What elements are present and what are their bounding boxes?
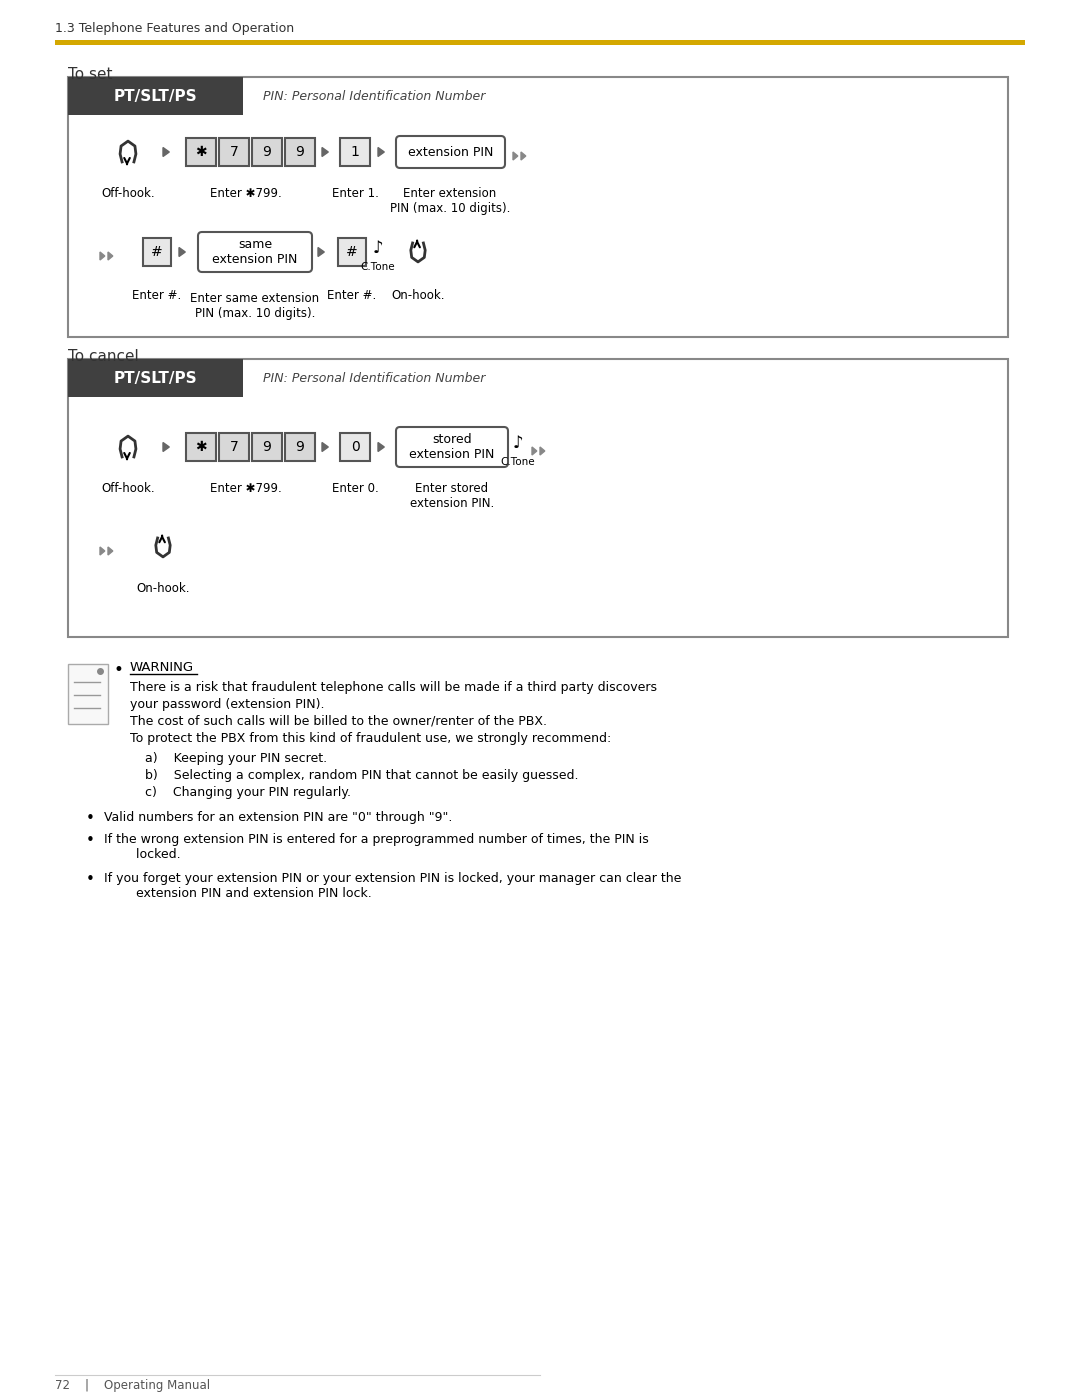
Text: Enter stored
extension PIN.: Enter stored extension PIN. — [410, 482, 495, 510]
Text: 9: 9 — [296, 440, 305, 454]
Text: 1: 1 — [351, 145, 360, 159]
Text: extension PIN: extension PIN — [408, 145, 494, 158]
Text: 0: 0 — [351, 440, 360, 454]
Text: Enter ✱799.: Enter ✱799. — [211, 482, 282, 495]
Text: #: # — [151, 244, 163, 258]
Text: ♪: ♪ — [513, 434, 524, 453]
Text: The cost of such calls will be billed to the owner/renter of the PBX.: The cost of such calls will be billed to… — [130, 715, 546, 728]
Bar — [338, 237, 366, 265]
Text: c)    Changing your PIN regularly.: c) Changing your PIN regularly. — [145, 787, 351, 799]
FancyBboxPatch shape — [198, 232, 312, 272]
Text: Enter same extension
PIN (max. 10 digits).: Enter same extension PIN (max. 10 digits… — [190, 292, 320, 320]
FancyBboxPatch shape — [396, 427, 508, 467]
Bar — [68, 359, 243, 397]
Text: •: • — [85, 833, 94, 848]
Polygon shape — [513, 152, 517, 161]
Polygon shape — [521, 152, 526, 161]
Bar — [285, 433, 315, 461]
Text: If the wrong extension PIN is entered for a preprogrammed number of times, the P: If the wrong extension PIN is entered fo… — [104, 833, 649, 861]
Bar — [68, 359, 1008, 637]
Text: Enter #.: Enter #. — [327, 289, 377, 302]
Text: C.Tone: C.Tone — [501, 457, 536, 467]
Text: PIN: Personal Identification Number: PIN: Personal Identification Number — [264, 89, 485, 102]
Bar — [55, 41, 1025, 45]
Text: If you forget your extension PIN or your extension PIN is locked, your manager c: If you forget your extension PIN or your… — [104, 872, 681, 900]
Text: 1.3 Telephone Features and Operation: 1.3 Telephone Features and Operation — [55, 22, 294, 35]
Bar — [68, 664, 108, 724]
Polygon shape — [318, 247, 324, 257]
Text: •: • — [113, 661, 123, 679]
Polygon shape — [378, 148, 384, 156]
Text: On-hook.: On-hook. — [136, 583, 190, 595]
Text: PIN: Personal Identification Number: PIN: Personal Identification Number — [264, 372, 485, 384]
Text: There is a risk that fraudulent telephone calls will be made if a third party di: There is a risk that fraudulent telephon… — [130, 680, 657, 694]
Bar — [219, 138, 249, 166]
Text: 9: 9 — [262, 440, 271, 454]
Text: #: # — [346, 244, 357, 258]
Bar — [219, 433, 249, 461]
Bar — [186, 138, 216, 166]
Text: Valid numbers for an extension PIN are "0" through "9".: Valid numbers for an extension PIN are "… — [104, 812, 453, 824]
Text: 72    |    Operating Manual: 72 | Operating Manual — [55, 1379, 211, 1391]
Text: stored
extension PIN: stored extension PIN — [409, 433, 495, 461]
Text: To protect the PBX from this kind of fraudulent use, we strongly recommend:: To protect the PBX from this kind of fra… — [130, 732, 611, 745]
Bar — [68, 77, 243, 115]
Polygon shape — [378, 443, 384, 451]
Text: •: • — [85, 872, 94, 887]
Text: On-hook.: On-hook. — [391, 289, 445, 302]
Bar — [252, 433, 282, 461]
Bar — [285, 138, 315, 166]
Text: PT/SLT/PS: PT/SLT/PS — [113, 88, 197, 103]
Bar — [143, 237, 171, 265]
Text: Enter #.: Enter #. — [133, 289, 181, 302]
Bar — [68, 77, 1008, 337]
Text: Off-hook.: Off-hook. — [102, 187, 154, 200]
Text: PT/SLT/PS: PT/SLT/PS — [113, 370, 197, 386]
Bar — [340, 433, 370, 461]
Bar — [252, 138, 282, 166]
Bar — [186, 433, 216, 461]
Text: ✱: ✱ — [195, 440, 206, 454]
Text: a)    Keeping your PIN secret.: a) Keeping your PIN secret. — [145, 752, 327, 766]
Text: ♪: ♪ — [373, 239, 383, 257]
Text: same
extension PIN: same extension PIN — [213, 237, 298, 265]
Text: To set: To set — [68, 67, 112, 82]
Text: 7: 7 — [230, 440, 239, 454]
Text: b)    Selecting a complex, random PIN that cannot be easily guessed.: b) Selecting a complex, random PIN that … — [145, 768, 579, 782]
Text: 7: 7 — [230, 145, 239, 159]
Polygon shape — [108, 548, 112, 555]
Text: •: • — [85, 812, 94, 826]
Text: 9: 9 — [262, 145, 271, 159]
Text: Enter 1.: Enter 1. — [332, 187, 378, 200]
Text: Enter 0.: Enter 0. — [332, 482, 378, 495]
Text: Enter extension
PIN (max. 10 digits).: Enter extension PIN (max. 10 digits). — [390, 187, 510, 215]
Text: WARNING: WARNING — [130, 661, 194, 673]
FancyBboxPatch shape — [396, 136, 505, 168]
Polygon shape — [163, 443, 170, 451]
Text: C.Tone: C.Tone — [361, 263, 395, 272]
Polygon shape — [179, 247, 186, 257]
Bar — [340, 138, 370, 166]
Text: ✱: ✱ — [195, 145, 206, 159]
Polygon shape — [163, 148, 170, 156]
Polygon shape — [100, 548, 105, 555]
Polygon shape — [322, 148, 328, 156]
Polygon shape — [100, 251, 105, 260]
Polygon shape — [108, 251, 112, 260]
Text: Off-hook.: Off-hook. — [102, 482, 154, 495]
Polygon shape — [540, 447, 544, 455]
Polygon shape — [322, 443, 328, 451]
Text: To cancel: To cancel — [68, 349, 138, 365]
Text: 9: 9 — [296, 145, 305, 159]
Polygon shape — [532, 447, 537, 455]
Text: your password (extension PIN).: your password (extension PIN). — [130, 698, 324, 711]
Text: Enter ✱799.: Enter ✱799. — [211, 187, 282, 200]
